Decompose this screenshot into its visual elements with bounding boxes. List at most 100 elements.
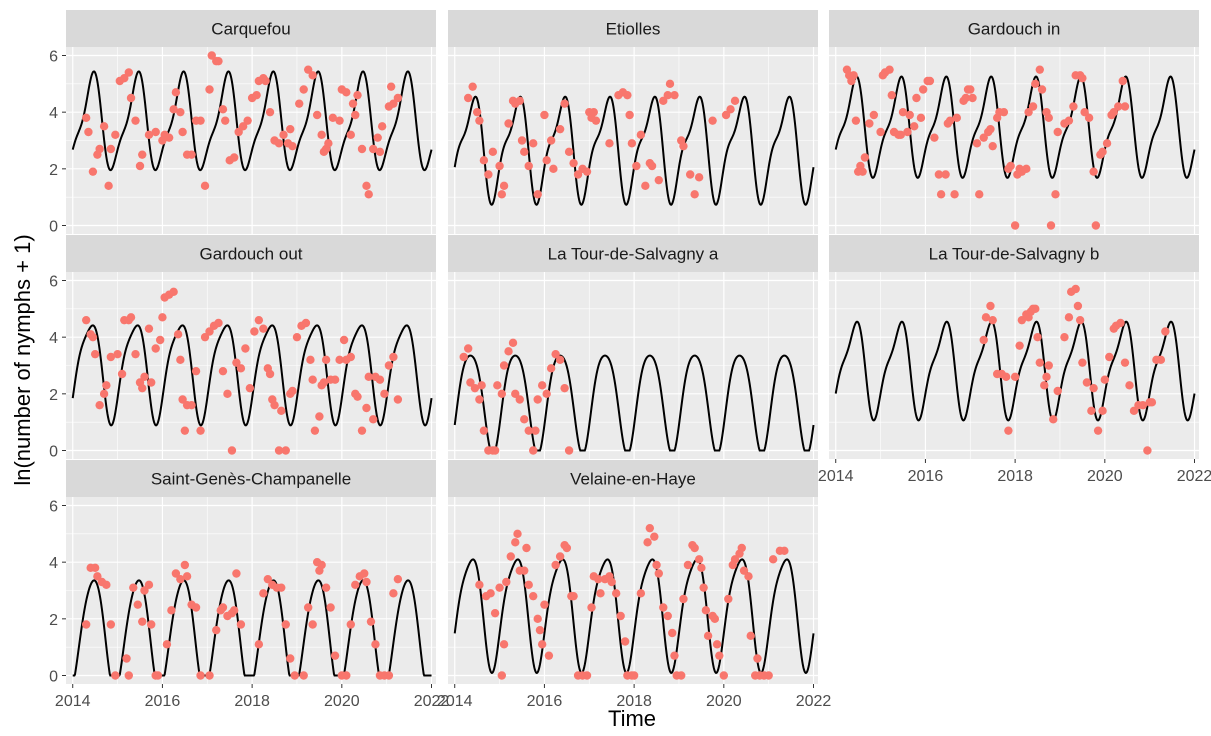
observed-point (120, 73, 129, 83)
observed-point (551, 560, 560, 570)
observed-point (169, 287, 178, 297)
observed-point (238, 122, 248, 131)
observed-point (176, 107, 185, 117)
observed-point (905, 110, 914, 120)
facet-title: Velaine-en-Haye (570, 470, 696, 489)
observed-point (641, 181, 650, 191)
y-tick-label: 2 (49, 387, 58, 404)
observed-point (744, 572, 753, 581)
observed-point (694, 555, 704, 564)
observed-point (1015, 341, 1024, 350)
observed-point (324, 139, 333, 148)
observed-point (1120, 358, 1130, 367)
x-tick-label: 2018 (234, 693, 270, 710)
observed-point (477, 381, 486, 390)
observed-point (652, 560, 661, 570)
observed-point (274, 139, 284, 148)
y-tick-label: 2 (49, 162, 58, 179)
observed-point (975, 190, 984, 199)
observed-point (111, 130, 120, 140)
observed-point (241, 344, 250, 353)
observed-point (277, 583, 286, 592)
observed-point (1100, 375, 1110, 384)
x-tick-label: 2020 (1087, 468, 1123, 485)
x-tick-label: 2022 (1177, 468, 1211, 485)
facet-panel-5: La Tour-de-Salvagny a (448, 235, 818, 459)
observed-point (463, 344, 473, 353)
observed-point (620, 637, 630, 646)
observed-point (986, 124, 995, 134)
observed-point (849, 71, 858, 80)
observed-point (930, 133, 939, 142)
observed-point (173, 330, 183, 339)
observed-point (1116, 318, 1125, 328)
observed-point (81, 620, 91, 629)
observed-point (1089, 383, 1098, 393)
observed-point (611, 589, 621, 598)
observed-point (636, 130, 646, 140)
observed-point (730, 96, 740, 106)
observed-point (346, 352, 355, 362)
facet-strip (66, 235, 436, 272)
observed-point (99, 122, 109, 131)
observed-point (389, 352, 398, 362)
observed-point (715, 651, 724, 660)
observed-point (486, 589, 495, 598)
observed-point (295, 99, 304, 108)
observed-point (227, 446, 237, 455)
observed-point (317, 560, 326, 570)
observed-point (887, 90, 896, 100)
observed-point (259, 324, 268, 333)
observed-point (916, 113, 926, 123)
observed-point (605, 139, 614, 148)
observed-point (133, 600, 142, 609)
observed-point (389, 589, 398, 598)
observed-point (301, 318, 311, 328)
observed-point (277, 406, 286, 416)
observed-point (1044, 113, 1053, 123)
observed-point (739, 566, 749, 575)
observed-point (362, 577, 371, 587)
observed-point (310, 426, 320, 435)
observed-point (151, 127, 160, 137)
observed-point (357, 426, 367, 435)
observed-point (265, 107, 275, 117)
facet-strip (66, 10, 436, 47)
observed-point (484, 170, 493, 179)
observed-point (981, 313, 991, 322)
observed-point (182, 572, 192, 581)
observed-point (625, 110, 634, 120)
observed-point (270, 400, 279, 410)
observed-point (524, 580, 533, 590)
observed-point (551, 349, 560, 359)
observed-point (524, 161, 533, 171)
observed-point (353, 90, 362, 100)
observed-point (384, 361, 394, 370)
observed-point (753, 654, 762, 663)
facet-title: Gardouch in (968, 20, 1061, 39)
observed-point (330, 651, 340, 660)
fitted-curve (453, 558, 815, 674)
observed-point (335, 355, 344, 365)
observed-point (369, 144, 378, 154)
facet-panel-1: Carquefou 0 2 4 6 (49, 10, 436, 236)
observed-point (508, 338, 518, 348)
observed-point (670, 90, 679, 100)
observed-point (265, 369, 275, 379)
observed-point (200, 181, 210, 191)
observed-point (286, 124, 295, 134)
observed-point (719, 671, 729, 680)
observed-point (288, 141, 297, 151)
observed-point (683, 560, 693, 570)
facet-strip (448, 235, 818, 272)
observed-point (129, 583, 138, 592)
observed-point (138, 617, 147, 626)
observed-point (218, 366, 228, 376)
observed-point (1114, 102, 1123, 111)
facet-title: La Tour-de-Salvagny a (548, 245, 719, 264)
x-tick-label: 2022 (796, 693, 832, 710)
x-tick-label: 2016 (145, 693, 181, 710)
observed-point (178, 127, 187, 137)
observed-point (205, 671, 214, 680)
